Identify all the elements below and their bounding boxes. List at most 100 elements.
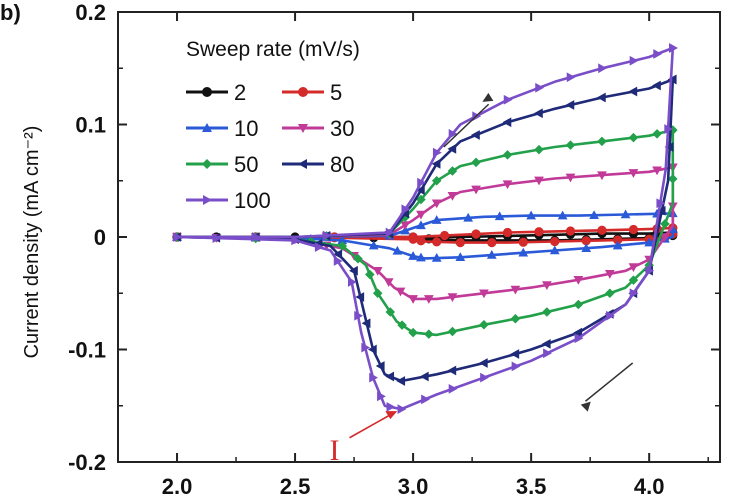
data-point bbox=[337, 241, 348, 251]
data-point bbox=[510, 349, 520, 359]
x-tick-label: 4.0 bbox=[634, 474, 665, 497]
legend-item-30: 30 bbox=[282, 116, 354, 141]
data-point bbox=[668, 174, 678, 184]
data-point bbox=[502, 150, 513, 160]
data-point bbox=[447, 143, 457, 154]
data-point bbox=[652, 166, 662, 176]
sweep-arrow-up bbox=[443, 103, 490, 148]
data-point bbox=[628, 86, 638, 97]
data-point bbox=[447, 365, 457, 376]
data-point bbox=[565, 173, 576, 183]
data-point bbox=[628, 132, 639, 143]
x-tick-label: 2.0 bbox=[162, 474, 193, 497]
data-point bbox=[511, 361, 521, 372]
data-point bbox=[479, 319, 489, 330]
data-point bbox=[565, 226, 576, 236]
data-point bbox=[372, 266, 383, 276]
data-point bbox=[478, 358, 488, 368]
data-point bbox=[377, 391, 386, 402]
data-point bbox=[597, 171, 607, 181]
data-point bbox=[455, 252, 466, 262]
series-layer bbox=[171, 43, 678, 415]
series-line-50-cathodic bbox=[176, 130, 675, 337]
data-point bbox=[598, 63, 607, 74]
data-point bbox=[613, 235, 623, 245]
data-point bbox=[645, 265, 655, 276]
data-point bbox=[541, 281, 552, 291]
data-point bbox=[510, 313, 521, 324]
data-point bbox=[660, 233, 670, 243]
data-point bbox=[408, 295, 418, 304]
data-point bbox=[431, 158, 441, 169]
panel-label: b) bbox=[0, 0, 21, 25]
annotation-label: I bbox=[330, 434, 340, 467]
data-point bbox=[333, 256, 343, 266]
data-point bbox=[471, 185, 481, 195]
x-axis: 2.0 2.5 3.0 3.5 4.0 bbox=[162, 12, 709, 497]
legend: Sweep rate (mV/s) 2 5 10 30 50 80 100 bbox=[186, 38, 360, 213]
data-point bbox=[361, 342, 371, 353]
x-tick-label: 3.5 bbox=[516, 474, 547, 497]
legend-label: 5 bbox=[330, 80, 342, 105]
data-point bbox=[400, 225, 411, 235]
data-point bbox=[367, 344, 377, 355]
data-point bbox=[395, 287, 406, 297]
annotations: I bbox=[330, 411, 398, 467]
data-point bbox=[385, 307, 396, 317]
data-point bbox=[471, 229, 481, 239]
sweep-arrow-up-head bbox=[482, 92, 494, 102]
data-point bbox=[333, 249, 343, 260]
data-point bbox=[455, 238, 465, 248]
legend-marker bbox=[202, 87, 212, 97]
data-point bbox=[669, 43, 678, 53]
data-point bbox=[660, 219, 670, 229]
data-point bbox=[424, 329, 434, 339]
data-point bbox=[322, 230, 332, 241]
data-point bbox=[503, 94, 513, 105]
data-point bbox=[653, 49, 663, 59]
data-point bbox=[628, 224, 639, 235]
data-point bbox=[502, 180, 513, 190]
data-point bbox=[349, 265, 358, 276]
data-point bbox=[421, 394, 430, 405]
data-point bbox=[574, 333, 584, 344]
data-point bbox=[573, 327, 583, 338]
data-point bbox=[397, 404, 407, 415]
data-point bbox=[419, 371, 429, 382]
data-point bbox=[353, 253, 363, 264]
data-point bbox=[396, 376, 406, 386]
legend-label: 30 bbox=[330, 116, 354, 141]
data-point bbox=[581, 236, 591, 246]
x-tick-label: 3.0 bbox=[398, 474, 429, 497]
data-point bbox=[550, 236, 560, 247]
data-point bbox=[526, 210, 537, 220]
data-point bbox=[479, 289, 489, 299]
legend-item-100: 100 bbox=[186, 188, 271, 213]
data-point bbox=[347, 277, 357, 287]
data-point bbox=[408, 251, 418, 260]
data-point bbox=[629, 288, 639, 299]
data-point bbox=[573, 275, 584, 285]
data-point bbox=[355, 292, 365, 302]
data-point bbox=[375, 361, 385, 371]
data-point bbox=[354, 310, 364, 321]
data-point bbox=[431, 199, 442, 209]
legend-marker bbox=[203, 195, 212, 205]
y-tick-label: 0.1 bbox=[75, 113, 106, 138]
data-point bbox=[417, 177, 426, 188]
series-line-100-cathodic bbox=[176, 47, 675, 411]
legend-marker bbox=[202, 123, 212, 132]
data-point bbox=[372, 288, 383, 299]
data-point bbox=[471, 157, 481, 168]
data-point bbox=[416, 194, 426, 205]
sweep-arrow-down-head bbox=[580, 401, 591, 412]
legend-marker bbox=[202, 159, 212, 169]
legend-label: 100 bbox=[234, 188, 271, 213]
data-point bbox=[541, 338, 551, 349]
data-point bbox=[401, 204, 411, 215]
y-tick-label: -0.2 bbox=[68, 450, 106, 475]
data-point bbox=[486, 249, 497, 259]
sweep-arrow-down bbox=[584, 362, 634, 402]
data-point bbox=[573, 299, 584, 310]
